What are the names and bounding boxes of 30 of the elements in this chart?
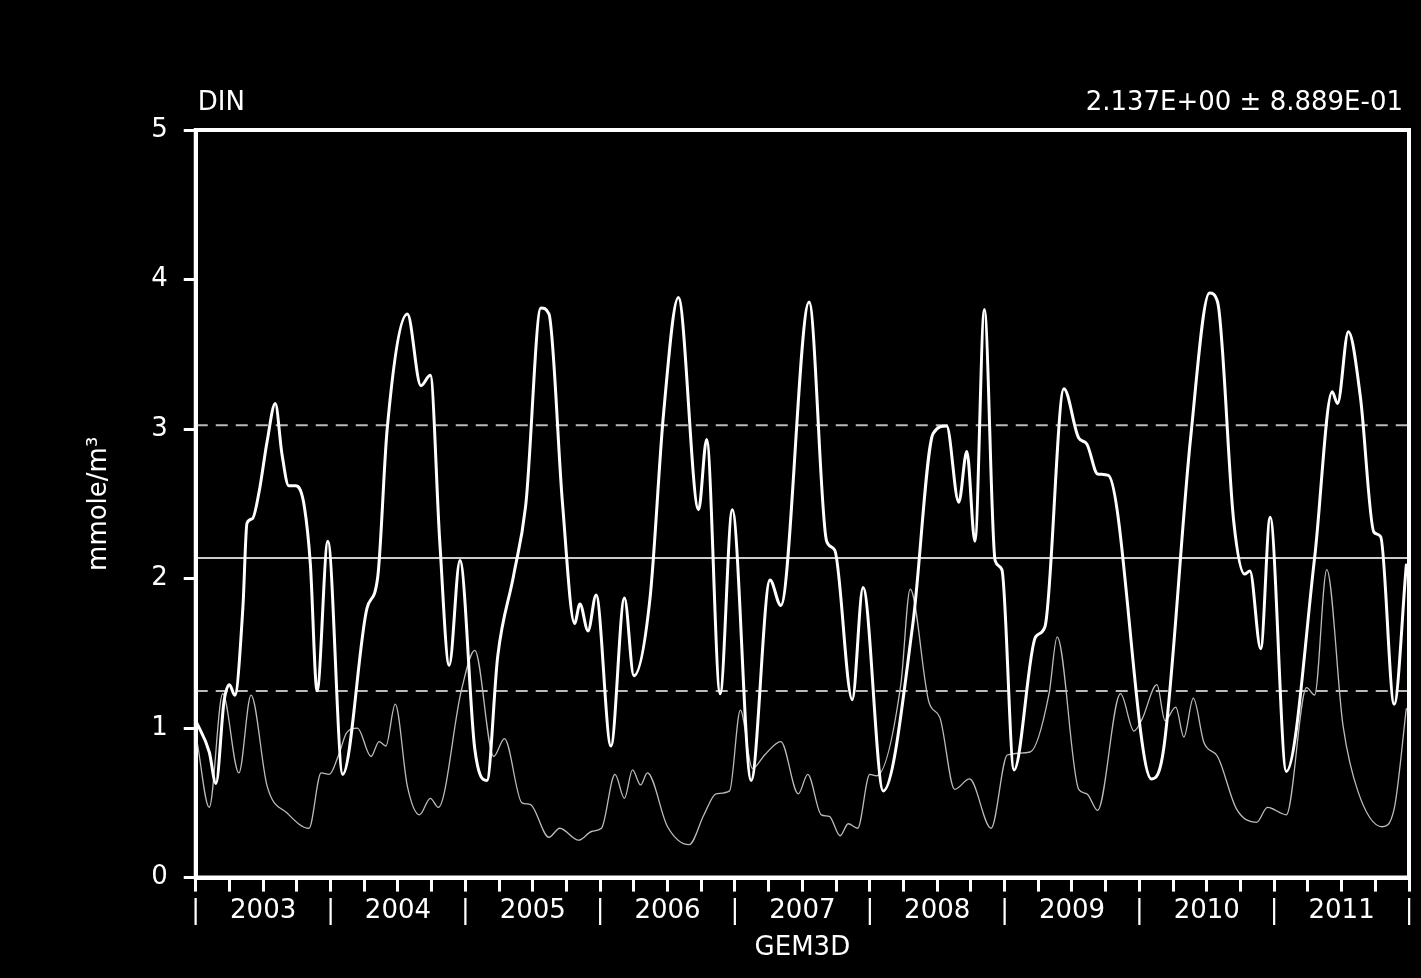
y-tick-label: 2 bbox=[151, 561, 168, 592]
x-tick-label: | bbox=[1135, 893, 1144, 925]
text: 2.137E+00 ± 8.889E-01 bbox=[1085, 85, 1403, 116]
x-tick-label: | bbox=[865, 893, 875, 925]
y-tick-label: 0 bbox=[151, 860, 168, 891]
x-tick-label: 2003 bbox=[230, 893, 297, 924]
x-tick-label: 2008 bbox=[904, 893, 971, 924]
line-series bbox=[196, 568, 1407, 846]
x-tick-label: 2010 bbox=[1173, 893, 1240, 924]
x-tick-label: | bbox=[1269, 893, 1279, 925]
y-tick-label: 3 bbox=[151, 411, 168, 442]
y-tick-label: 1 bbox=[151, 710, 168, 741]
x-axis-title: GEM3D bbox=[754, 931, 851, 962]
y-tick-label: 5 bbox=[151, 112, 168, 143]
x-tick-label: 2005 bbox=[499, 893, 566, 924]
x-tick-label: 2007 bbox=[769, 893, 836, 924]
x-tick-label: | bbox=[191, 893, 201, 925]
chart-title: DIN bbox=[197, 85, 245, 116]
x-tick-label: | bbox=[1000, 893, 1009, 925]
x-tick-label: 2011 bbox=[1308, 893, 1375, 924]
x-tick-label: | bbox=[460, 893, 470, 925]
x-tick-label: | bbox=[730, 893, 740, 925]
x-tick-label: 2004 bbox=[364, 893, 432, 924]
x-tick-label: | bbox=[1404, 893, 1414, 925]
x-tick-label: 2006 bbox=[634, 893, 701, 924]
x-tick-label: | bbox=[595, 893, 605, 925]
x-tick-label: 2009 bbox=[1038, 893, 1106, 924]
y-tick-label: 4 bbox=[151, 262, 168, 293]
y-axis-title: mmole/m³ bbox=[82, 436, 113, 571]
x-tick-label: | bbox=[326, 893, 335, 925]
